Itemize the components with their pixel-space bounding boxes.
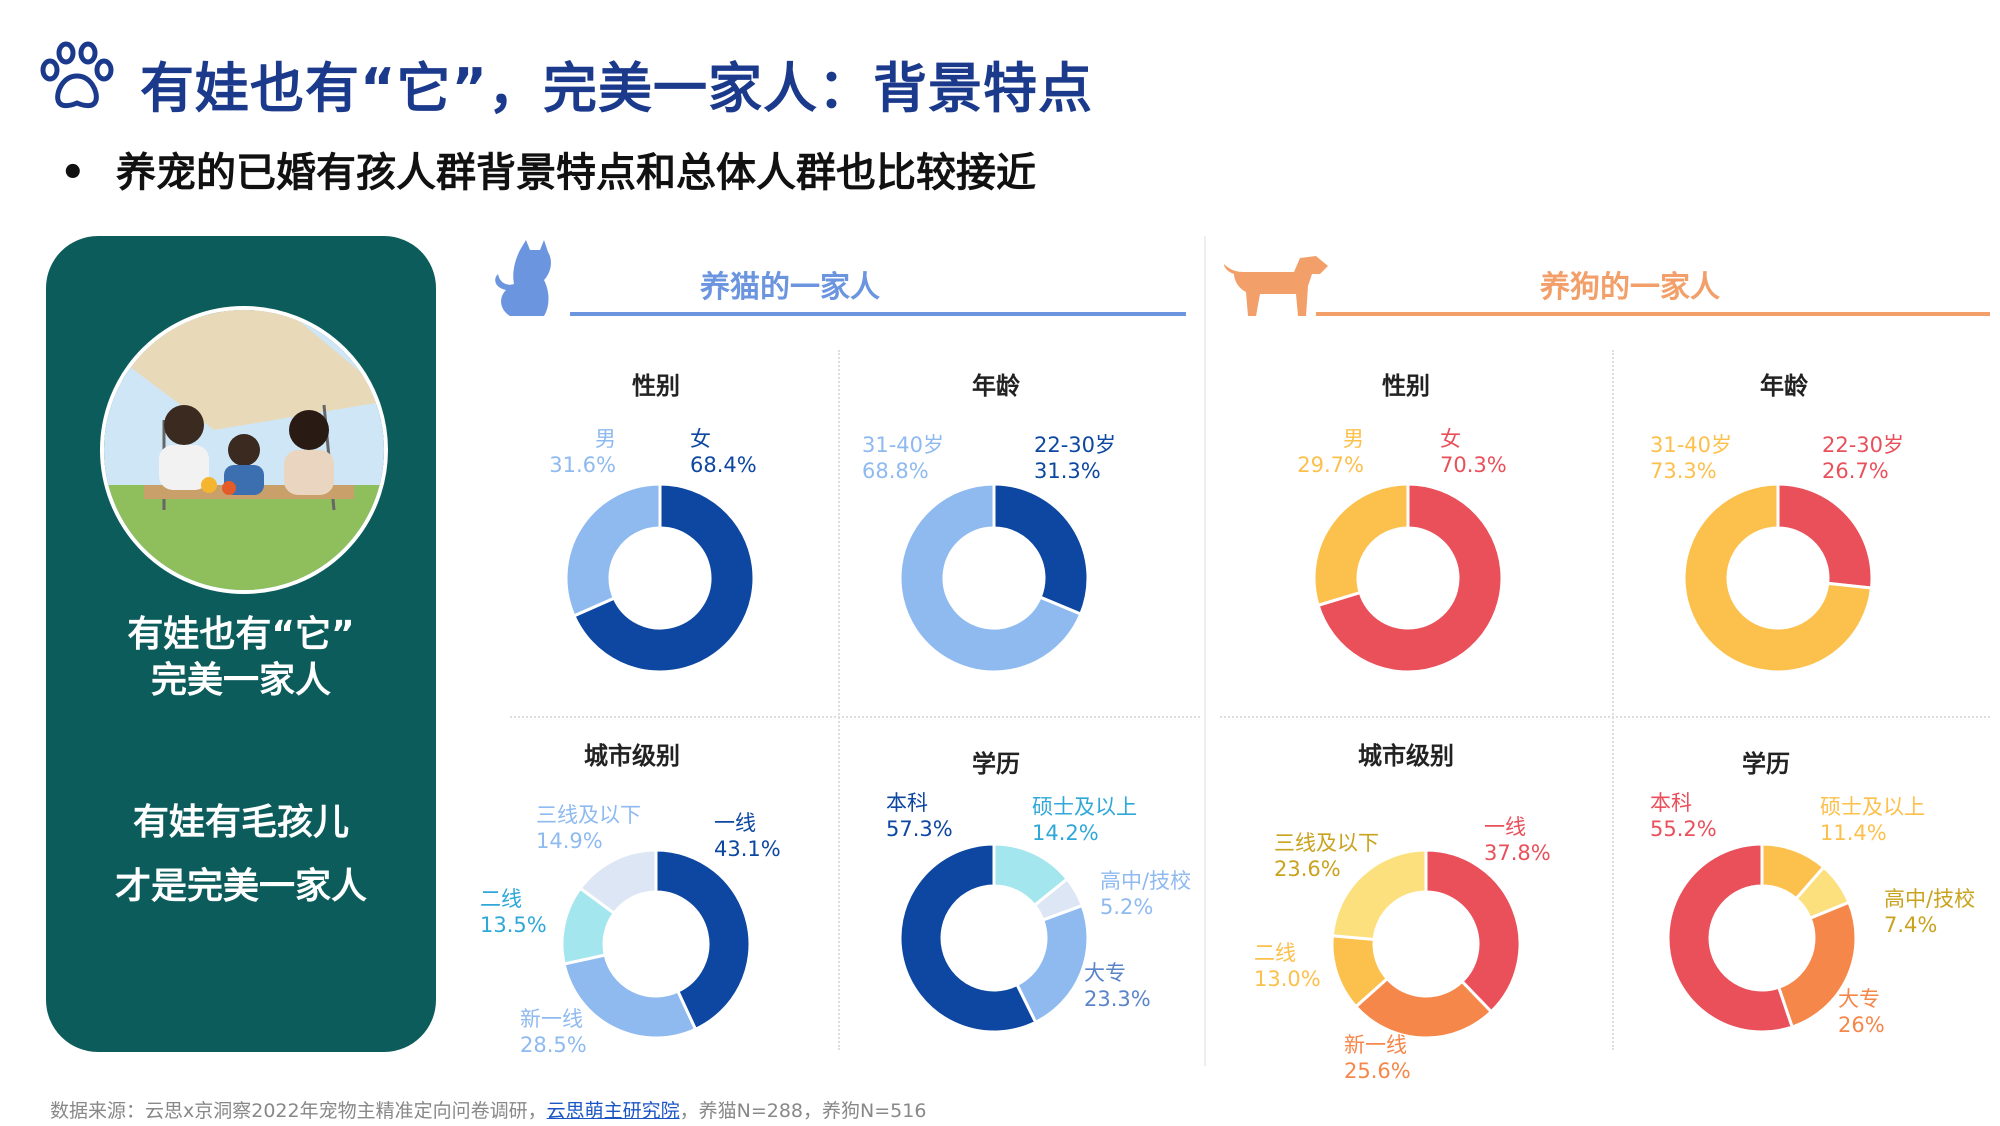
dog-city-pct-2: 13.0%	[1254, 967, 1321, 991]
cat-city-slice-3	[578, 848, 658, 916]
cat-city-slice-0	[654, 848, 752, 1032]
dog-icon	[1224, 256, 1328, 316]
cat-city-title: 城市级别	[584, 742, 680, 770]
cat-city-slice-1	[562, 953, 698, 1040]
cat-edu-pct-3: 57.3%	[886, 817, 953, 841]
family-photo	[100, 306, 388, 594]
dog-gender-label-1: 男	[1343, 427, 1364, 451]
dog-edu-label-1: 高中/技校	[1884, 887, 1975, 911]
dog-city-title: 城市级别	[1358, 742, 1454, 770]
dog-gender-slice-0	[1316, 482, 1504, 674]
page-title: 有娃也有“它”，完美一家人：背景特点	[140, 57, 1093, 120]
dog-gender-pct-0: 70.3%	[1440, 453, 1507, 477]
dog-gender-title: 性别	[1382, 372, 1430, 400]
cat-gender-title: 性别	[632, 372, 680, 400]
dog-city-slice-3	[1330, 848, 1428, 942]
cat-city-pct-2: 13.5%	[480, 913, 547, 937]
cat-section-line	[570, 312, 1186, 316]
cat-edu-slice-3	[898, 842, 1038, 1034]
cat-gender-pct-1: 31.6%	[549, 453, 616, 477]
subtitle-text: 养宠的已婚有孩人群背景特点和总体人群也比较接近	[116, 150, 1036, 196]
cat-city-label-3: 三线及以下	[536, 803, 641, 827]
dog-city-label-1: 新一线	[1344, 1033, 1407, 1057]
cat-edu-pct-1: 5.2%	[1100, 895, 1153, 919]
dog-divider-h	[1220, 716, 1990, 718]
cat-city-pct-3: 14.9%	[536, 829, 603, 853]
cat-age-title: 年龄	[972, 372, 1020, 400]
data-source: 数据来源：云思x京洞察2022年宠物主精准定向问卷调研，云思萌主研究院，养猫N=…	[50, 1096, 926, 1123]
dog-city-pct-3: 23.6%	[1274, 857, 1341, 881]
cat-gender-slice-0	[571, 482, 756, 674]
dog-divider-v	[1612, 350, 1614, 1050]
dog-age-label-0: 22-30岁	[1822, 433, 1904, 457]
cat-edu-pct-2: 23.3%	[1084, 987, 1151, 1011]
dog-city-label-0: 一线	[1484, 815, 1526, 839]
dog-city-label-2: 二线	[1254, 941, 1296, 965]
dog-city-label-3: 三线及以下	[1274, 831, 1379, 855]
cat-city-label-2: 二线	[480, 887, 522, 911]
cat-edu-slice-2	[1015, 903, 1090, 1025]
cat-gender-label-1: 男	[595, 427, 616, 451]
dog-edu-label-2: 大专	[1838, 987, 1880, 1011]
dog-edu-label-0: 硕士及以上	[1820, 795, 1925, 819]
dog-edu-pct-1: 7.4%	[1884, 913, 1937, 937]
dog-city-slice-1	[1353, 976, 1494, 1040]
cat-edu-label-3: 本科	[886, 791, 928, 815]
cat-edu-label-1: 高中/技校	[1100, 869, 1191, 893]
cat-city-pct-0: 43.1%	[714, 837, 781, 861]
cat-city-label-1: 新一线	[520, 1007, 583, 1031]
dog-edu-pct-0: 11.4%	[1820, 821, 1887, 845]
cat-edu-label-2: 大专	[1084, 961, 1126, 985]
cat-divider-h	[510, 716, 1200, 718]
cat-age-pct-1: 68.8%	[862, 459, 929, 483]
cat-edu-title: 学历	[972, 750, 1020, 778]
dog-city-pct-1: 25.6%	[1344, 1059, 1411, 1083]
panel-line-4: 才是完美一家人	[114, 866, 367, 907]
cat-age-label-1: 31-40岁	[862, 433, 944, 457]
source-suffix: ，养猫N=288，养狗N=516	[679, 1100, 927, 1122]
cat-edu-pct-0: 14.2%	[1032, 821, 1099, 845]
dog-age-title: 年龄	[1760, 372, 1808, 400]
cat-city-pct-1: 28.5%	[520, 1033, 587, 1057]
dog-edu-slice-2	[1776, 900, 1858, 1029]
subtitle: • 养宠的已婚有孩人群背景特点和总体人群也比较接近	[60, 150, 1036, 196]
dog-edu-pct-2: 26%	[1838, 1013, 1885, 1037]
dog-city-slice-0	[1424, 848, 1522, 1014]
cat-icon	[495, 240, 551, 316]
cat-section-title: 养猫的一家人	[700, 270, 880, 305]
cat-divider-v	[838, 350, 840, 1050]
dog-age-slice-1	[1682, 482, 1874, 674]
dog-edu-pct-3: 55.2%	[1650, 817, 1717, 841]
dog-age-pct-0: 26.7%	[1822, 459, 1889, 483]
panel-line-3: 有娃有毛孩儿	[132, 802, 349, 843]
cat-gender-pct-0: 68.4%	[690, 453, 757, 477]
cat-edu-label-0: 硕士及以上	[1032, 795, 1137, 819]
dog-gender-label-0: 女	[1440, 427, 1461, 451]
cat-gender-slice-1	[564, 482, 662, 618]
cat-city-label-0: 一线	[714, 811, 756, 835]
source-prefix: 数据来源：云思x京洞察2022年宠物主精准定向问卷调研，	[50, 1100, 547, 1122]
panel-line-1: 有娃也有“它”	[127, 614, 355, 655]
paw-icon	[40, 41, 114, 109]
dog-age-pct-1: 73.3%	[1650, 459, 1717, 483]
dog-edu-title: 学历	[1742, 750, 1790, 778]
cat-age-label-0: 22-30岁	[1034, 433, 1116, 457]
cat-age-pct-0: 31.3%	[1034, 459, 1101, 483]
cat-age-slice-1	[898, 482, 1083, 674]
source-link[interactable]: 云思萌主研究院	[546, 1100, 680, 1122]
cat-gender-label-0: 女	[690, 427, 711, 451]
dog-edu-label-3: 本科	[1650, 791, 1692, 815]
vertical-divider	[1204, 236, 1206, 1066]
dog-age-label-1: 31-40岁	[1650, 433, 1732, 457]
cat-age-slice-0	[992, 482, 1090, 617]
dog-edu-slice-3	[1666, 842, 1795, 1034]
dog-gender-slice-1	[1312, 482, 1410, 608]
dog-section-title: 养狗的一家人	[1540, 270, 1720, 305]
dog-age-slice-0	[1776, 482, 1874, 590]
dog-gender-pct-1: 29.7%	[1297, 453, 1364, 477]
dog-section-line	[1316, 312, 1990, 316]
dog-city-pct-0: 37.8%	[1484, 841, 1551, 865]
panel-line-2: 完美一家人	[150, 660, 331, 701]
